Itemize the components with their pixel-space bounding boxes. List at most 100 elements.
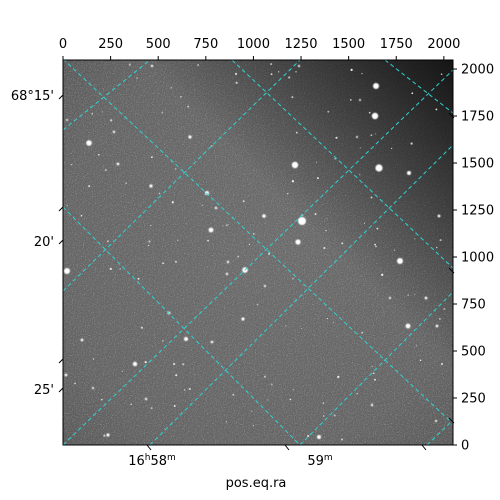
top-axis-tick-label: 1250 bbox=[284, 37, 317, 52]
faint-star bbox=[97, 153, 100, 156]
star bbox=[188, 135, 192, 139]
faint-star bbox=[337, 375, 340, 378]
star bbox=[91, 386, 95, 390]
star bbox=[298, 217, 306, 225]
faint-star bbox=[256, 303, 259, 306]
faint-star bbox=[119, 268, 121, 270]
faint-star bbox=[270, 63, 273, 66]
ra-tick-label: 59m bbox=[307, 453, 332, 469]
faint-star bbox=[172, 362, 176, 366]
faint-star bbox=[288, 76, 291, 79]
faint-star bbox=[327, 110, 330, 113]
coordinate-grid bbox=[63, 60, 453, 445]
faint-star bbox=[350, 68, 353, 72]
faint-star bbox=[414, 293, 416, 295]
star bbox=[241, 317, 245, 321]
faint-star bbox=[361, 331, 364, 334]
faint-star bbox=[301, 327, 303, 330]
faint-star bbox=[188, 387, 191, 391]
faint-star bbox=[235, 81, 238, 84]
top-axis-tick-label: 1000 bbox=[237, 37, 270, 52]
faint-star bbox=[332, 321, 334, 324]
faint-star bbox=[109, 267, 112, 271]
faint-star bbox=[410, 142, 413, 145]
faint-star bbox=[161, 111, 164, 114]
faint-star bbox=[440, 73, 443, 75]
faint-star bbox=[315, 161, 318, 163]
faint-star bbox=[368, 111, 371, 114]
faint-star bbox=[291, 96, 294, 99]
faint-star bbox=[158, 192, 161, 195]
faint-star bbox=[292, 277, 294, 280]
faint-star bbox=[295, 71, 297, 73]
faint-star bbox=[393, 249, 396, 252]
faint-star bbox=[375, 245, 377, 248]
star bbox=[375, 164, 383, 172]
faint-star bbox=[419, 359, 422, 362]
faint-star bbox=[314, 212, 317, 216]
faint-star bbox=[441, 363, 443, 365]
star bbox=[407, 171, 411, 175]
faint-star bbox=[148, 240, 151, 243]
faint-star bbox=[150, 407, 153, 410]
star bbox=[359, 99, 361, 101]
faint-star bbox=[307, 434, 310, 438]
faint-star bbox=[270, 73, 273, 75]
top-axis-tick-label: 250 bbox=[98, 37, 123, 52]
faint-star bbox=[225, 420, 228, 423]
coordinate-grid-line bbox=[231, 60, 453, 269]
star bbox=[214, 206, 218, 210]
right-pixel-axis: 0 250 500 750 1000 1250 1500 1750 2000 bbox=[453, 63, 494, 454]
faint-star bbox=[270, 383, 273, 386]
faint-star bbox=[175, 374, 178, 377]
faint-star bbox=[150, 156, 153, 159]
faint-star bbox=[333, 414, 336, 417]
faint-star bbox=[103, 434, 106, 437]
ra-tick-label: 16h58m bbox=[128, 453, 176, 469]
faint-star bbox=[285, 325, 287, 327]
star bbox=[317, 435, 321, 439]
star bbox=[149, 184, 153, 188]
faint-star bbox=[130, 403, 132, 405]
faint-star bbox=[137, 277, 140, 280]
star bbox=[424, 296, 428, 300]
faint-star bbox=[109, 119, 113, 122]
faint-star bbox=[435, 108, 438, 111]
faint-star bbox=[101, 398, 103, 401]
star bbox=[66, 119, 68, 121]
star bbox=[64, 373, 68, 377]
faint-star bbox=[325, 229, 327, 232]
faint-star bbox=[359, 147, 361, 149]
faint-star bbox=[295, 131, 298, 134]
faint-star bbox=[335, 136, 338, 139]
star bbox=[437, 214, 441, 218]
faint-star bbox=[180, 96, 182, 98]
faint-star bbox=[174, 168, 177, 170]
faint-star bbox=[101, 111, 103, 113]
right-axis-tick-label: 1000 bbox=[461, 251, 494, 266]
faint-star bbox=[316, 177, 319, 180]
faint-star bbox=[207, 239, 209, 242]
ra-axis: 16h58m 59m bbox=[128, 112, 455, 469]
faint-star bbox=[370, 134, 373, 137]
faint-star bbox=[277, 71, 280, 73]
faint-star bbox=[326, 218, 328, 220]
sky-image bbox=[63, 60, 453, 445]
faint-star bbox=[201, 204, 203, 207]
faint-star bbox=[289, 398, 292, 401]
faint-star bbox=[232, 393, 235, 396]
faint-star bbox=[359, 174, 361, 176]
faint-star bbox=[171, 201, 174, 204]
faint-star bbox=[234, 72, 238, 76]
faint-star bbox=[125, 182, 127, 184]
faint-star bbox=[252, 424, 255, 427]
faint-star bbox=[323, 247, 326, 249]
faint-star bbox=[106, 240, 110, 243]
star bbox=[132, 361, 138, 367]
star bbox=[226, 260, 230, 264]
top-axis-tick-label: 750 bbox=[193, 37, 218, 52]
star bbox=[397, 258, 403, 264]
star bbox=[112, 130, 116, 134]
faint-star bbox=[74, 382, 76, 385]
faint-star bbox=[173, 405, 176, 407]
